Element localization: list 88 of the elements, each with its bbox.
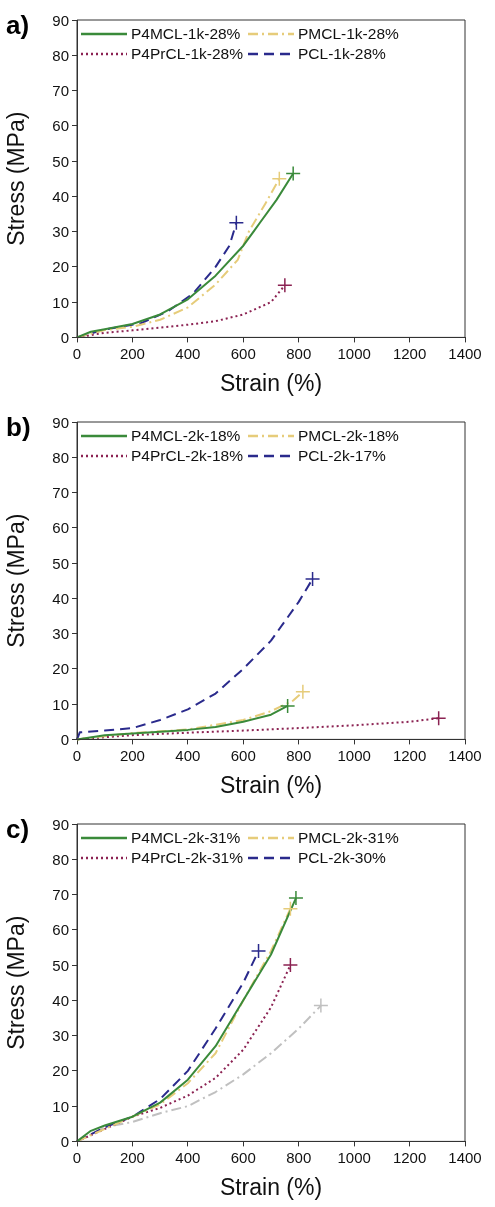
x-tick-label: 1400 xyxy=(448,344,482,362)
x-tick-label: 400 xyxy=(175,344,201,362)
point xyxy=(295,684,311,700)
y-axis-title: Stress (MPa) xyxy=(3,915,30,1050)
x-tick-label: 1200 xyxy=(392,1148,427,1166)
y-tick-label: 20 xyxy=(52,660,69,678)
x-tick-label: 1200 xyxy=(392,344,427,362)
point xyxy=(430,710,447,726)
y-tick-label: 0 xyxy=(60,328,69,346)
x-tick-label: 800 xyxy=(286,1148,312,1166)
y-tick-label: 50 xyxy=(52,152,69,170)
chart-title: a) xyxy=(6,10,30,41)
x-tick-label: 1400 xyxy=(448,1148,482,1166)
x-axis-title: Strain (%) xyxy=(219,1173,323,1200)
y-tick-label: 50 xyxy=(52,956,69,974)
legend-label: PMCL-2k-18% xyxy=(298,427,399,445)
x-tick-label: 600 xyxy=(230,746,256,764)
x-tick-label: 400 xyxy=(175,1148,201,1166)
x-tick-label: 200 xyxy=(119,746,145,764)
y-tick-label: 60 xyxy=(52,921,69,939)
y-tick-label: 30 xyxy=(52,625,69,643)
y-tick-label: 80 xyxy=(52,850,69,868)
y-tick-label: 10 xyxy=(52,1097,69,1115)
y-tick-label: 0 xyxy=(60,730,69,748)
y-tick-label: 70 xyxy=(52,82,69,100)
point xyxy=(271,170,288,187)
x-tick-label: 200 xyxy=(119,1148,145,1166)
x-tick-label: 1400 xyxy=(448,746,482,764)
legend-label: P4MCL-2k-18% xyxy=(131,427,241,445)
x-tick-label: 800 xyxy=(286,344,312,362)
y-axis-title: Stress (MPa) xyxy=(3,513,30,648)
y-tick-label: 10 xyxy=(52,293,69,311)
legend-label: PCL-1k-28% xyxy=(298,45,386,63)
y-tick-label: 80 xyxy=(52,46,69,64)
y-tick-label: 60 xyxy=(52,117,69,135)
y-tick-label: 90 xyxy=(52,11,69,29)
y-tick-label: 20 xyxy=(52,1062,69,1080)
y-tick-label: 50 xyxy=(52,554,69,572)
y-tick-label: 40 xyxy=(52,187,69,205)
x-tick-label: 0 xyxy=(72,344,82,362)
x-tick-label: 600 xyxy=(230,1148,256,1166)
point xyxy=(279,698,296,714)
x-tick-label: 1200 xyxy=(392,746,427,764)
point xyxy=(313,997,329,1014)
y-tick-label: 90 xyxy=(52,815,69,833)
y-tick-label: 20 xyxy=(52,258,69,276)
point xyxy=(288,890,304,906)
x-tick-label: 1000 xyxy=(337,344,371,362)
legend-label: PMCL-1k-28% xyxy=(298,25,399,43)
point xyxy=(304,571,321,587)
x-tick-label: 1000 xyxy=(337,1148,371,1166)
y-tick-label: 40 xyxy=(52,991,69,1009)
legend-label: P4PrCL-1k-28% xyxy=(131,45,243,63)
point xyxy=(228,215,245,231)
legend-label: PMCL-2k-31% xyxy=(298,829,399,847)
y-tick-label: 70 xyxy=(52,886,69,904)
x-tick-label: 400 xyxy=(175,746,201,764)
point xyxy=(282,957,299,973)
x-axis-title: Strain (%) xyxy=(219,369,323,396)
legend-label: P4PrCL-2k-31% xyxy=(131,849,243,867)
legend-label: PCL-2k-30% xyxy=(298,849,386,867)
y-tick-label: 30 xyxy=(52,223,69,241)
point xyxy=(277,277,293,293)
legend-label: PCL-2k-17% xyxy=(298,447,386,465)
legend-label: P4MCL-2k-31% xyxy=(131,829,241,847)
point xyxy=(282,900,299,917)
y-tick-label: 30 xyxy=(52,1027,69,1045)
x-tick-label: 0 xyxy=(72,1148,82,1166)
x-axis-title: Strain (%) xyxy=(219,771,323,798)
y-tick-label: 10 xyxy=(52,695,69,713)
y-tick-label: 0 xyxy=(60,1132,69,1150)
point xyxy=(285,165,301,182)
chart-title: b) xyxy=(6,412,31,443)
y-tick-label: 90 xyxy=(52,413,69,431)
y-tick-label: 70 xyxy=(52,484,69,502)
y-tick-label: 40 xyxy=(52,589,69,607)
x-tick-label: 200 xyxy=(119,344,145,362)
x-tick-label: 1000 xyxy=(337,746,371,764)
x-tick-label: 800 xyxy=(286,746,312,764)
x-tick-label: 600 xyxy=(230,344,256,362)
chart-title: c) xyxy=(6,814,30,845)
legend-label: P4PrCL-2k-18% xyxy=(131,447,243,465)
y-tick-label: 80 xyxy=(52,448,69,466)
legend-label: P4MCL-1k-28% xyxy=(131,25,241,43)
y-axis-title: Stress (MPa) xyxy=(3,111,30,246)
y-tick-label: 60 xyxy=(52,519,69,537)
x-tick-label: 0 xyxy=(72,746,82,764)
point xyxy=(250,943,267,959)
